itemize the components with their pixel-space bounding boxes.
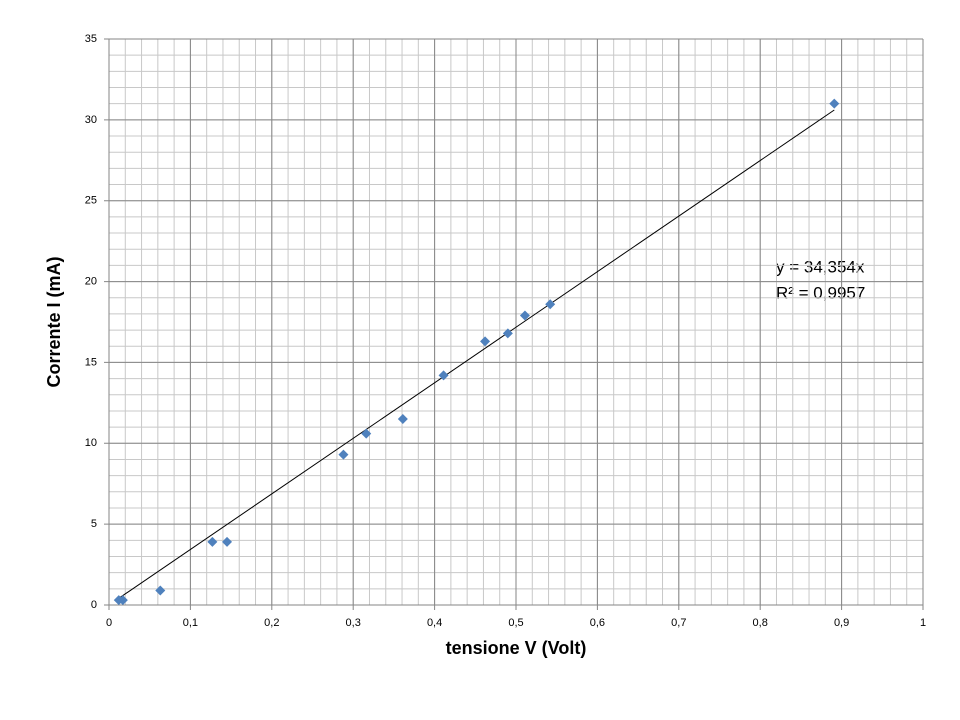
y-tick-label: 25 — [85, 195, 97, 207]
x-tick-label: 0 — [106, 617, 112, 629]
y-tick-label: 35 — [85, 33, 97, 45]
x-tick-label: 0,4 — [427, 617, 442, 629]
data-point — [519, 310, 530, 321]
x-tick-label: 0,7 — [671, 617, 686, 629]
y-tick-label: 0 — [91, 599, 97, 611]
trendline — [118, 109, 835, 599]
y-tick-label: 15 — [85, 356, 97, 368]
trendline-r-squared: R² = 0,9957 — [776, 283, 865, 302]
y-tick-label: 20 — [85, 275, 97, 287]
trendline-equation: y = 34,354x — [776, 257, 865, 276]
x-tick-label: 0,6 — [590, 617, 605, 629]
data-point — [117, 595, 128, 606]
x-tick-label: 0,1 — [183, 617, 198, 629]
data-point — [222, 536, 233, 547]
data-point — [397, 414, 408, 425]
x-axis-title: tensione V (Volt) — [446, 638, 587, 658]
x-tick-label: 0,2 — [264, 617, 279, 629]
y-tick-label: 30 — [85, 114, 97, 126]
x-tick-label: 1 — [920, 617, 926, 629]
x-tick-label: 0,3 — [346, 617, 361, 629]
data-point — [155, 585, 166, 596]
data-point — [438, 370, 449, 381]
data-point — [545, 299, 556, 310]
x-tick-label: 0,9 — [834, 617, 849, 629]
data-point — [361, 428, 372, 439]
data-point — [207, 536, 218, 547]
data-point — [829, 98, 840, 109]
y-tick-label: 5 — [91, 518, 97, 530]
y-tick-label: 10 — [85, 437, 97, 449]
y-axis-title: Corrente I (mA) — [44, 256, 64, 387]
x-tick-label: 0,5 — [508, 617, 523, 629]
x-tick-label: 0,8 — [753, 617, 768, 629]
data-point — [502, 328, 513, 339]
data-point — [480, 336, 491, 347]
data-point — [338, 449, 349, 460]
